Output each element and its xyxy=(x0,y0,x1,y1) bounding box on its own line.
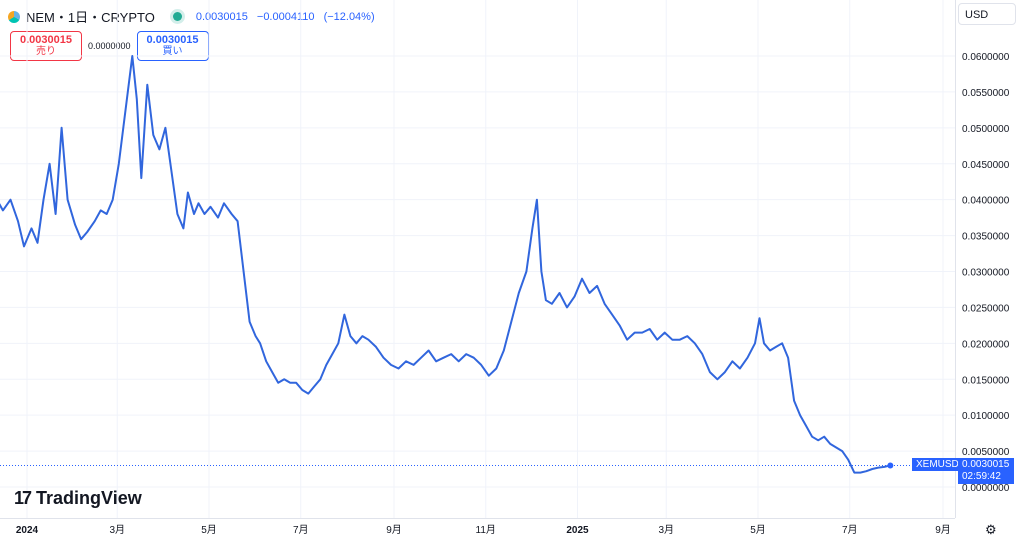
gear-icon[interactable]: ⚙ xyxy=(985,522,997,537)
x-tick-label: 5月 xyxy=(750,524,766,536)
x-tick-label: 5月 xyxy=(201,524,217,536)
tradingview-logo[interactable]: 17 TradingView xyxy=(14,488,142,509)
chart-header: NEM・1日・CRYPTO 0.0030015 −0.0004110 (−12.… xyxy=(0,0,955,30)
market-status-icon xyxy=(172,12,182,21)
sell-button[interactable]: 0.0030015 売り xyxy=(10,31,82,61)
current-price-label: 0.0030015 02:59:42 xyxy=(958,458,1014,484)
nem-coin-icon xyxy=(8,10,20,23)
y-tick-label: 0.0000000 xyxy=(962,483,1010,494)
price-change-percent: (−12.04%) xyxy=(323,10,375,23)
y-tick-label: 0.0150000 xyxy=(962,375,1010,386)
x-axis-labels: 2024 3月 5月 7月 9月 11月 2025 3月 5月 7月 9月 xyxy=(16,524,951,536)
y-tick-label: 0.0050000 xyxy=(962,447,1010,458)
sell-label: 売り xyxy=(36,46,56,57)
bar-countdown: 02:59:42 xyxy=(962,471,1001,482)
y-tick-label: 0.0500000 xyxy=(962,124,1010,135)
symbol-row[interactable]: NEM・1日・CRYPTO 0.0030015 −0.0004110 (−12.… xyxy=(8,7,381,26)
x-tick-label: 2025 xyxy=(566,525,589,536)
y-tick-label: 0.0200000 xyxy=(962,339,1010,350)
y-tick-label: 0.0100000 xyxy=(962,411,1010,422)
y-tick-label: 0.0400000 xyxy=(962,196,1010,207)
price-series-line xyxy=(0,55,891,474)
x-tick-label: 7月 xyxy=(842,524,858,536)
x-tick-label: 3月 xyxy=(658,524,674,536)
y-tick-label: 0.0550000 xyxy=(962,88,1010,99)
currency-selector[interactable]: USD xyxy=(958,3,1016,25)
y-tick-label: 0.0300000 xyxy=(962,268,1010,279)
buy-price: 0.0030015 xyxy=(146,34,199,46)
x-tick-label: 3月 xyxy=(109,524,125,536)
tradingview-mark-icon: 17 xyxy=(14,488,32,508)
tradingview-wordmark: TradingView xyxy=(36,488,142,508)
x-tick-label: 9月 xyxy=(386,524,402,536)
last-price-dot xyxy=(887,462,894,469)
x-tick-label: 9月 xyxy=(935,524,951,536)
x-axis-divider xyxy=(0,518,955,519)
symbol-price-label: XEMUSD xyxy=(912,458,963,471)
y-tick-label: 0.0600000 xyxy=(962,52,1010,63)
y-tick-label: 0.0450000 xyxy=(962,160,1010,171)
sell-price: 0.0030015 xyxy=(20,34,72,46)
y-tick-label: 0.0250000 xyxy=(962,303,1010,314)
symbol-title[interactable]: NEM・1日・CRYPTO xyxy=(26,10,155,25)
spread-value: 0.0000000 xyxy=(88,41,131,51)
x-tick-label: 2024 xyxy=(16,525,39,536)
chart-grid xyxy=(0,0,955,518)
buy-label: 買い xyxy=(162,46,183,57)
price-change: −0.0004110 xyxy=(256,10,315,23)
x-tick-label: 7月 xyxy=(293,524,309,536)
y-axis-labels: 0.0600000 0.0550000 0.0500000 0.0450000 0.04… xyxy=(962,52,1010,494)
x-tick-label: 11月 xyxy=(476,524,496,536)
y-axis-divider xyxy=(955,0,956,518)
current-price-value: 0.0030015 xyxy=(962,459,1010,470)
y-tick-label: 0.0350000 xyxy=(962,232,1010,243)
